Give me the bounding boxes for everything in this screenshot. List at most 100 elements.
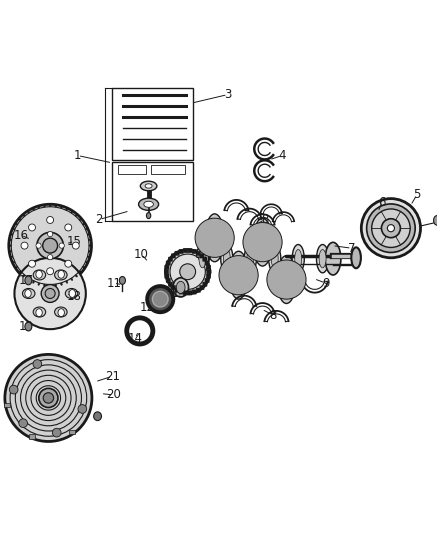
Circle shape	[147, 286, 173, 312]
Ellipse shape	[49, 204, 51, 207]
Circle shape	[47, 231, 53, 237]
Circle shape	[33, 360, 42, 368]
Ellipse shape	[28, 211, 29, 213]
Circle shape	[28, 224, 35, 231]
Circle shape	[42, 238, 57, 253]
Text: 3: 3	[224, 88, 231, 101]
FancyBboxPatch shape	[166, 278, 170, 282]
Circle shape	[45, 288, 55, 298]
FancyBboxPatch shape	[183, 290, 187, 295]
Ellipse shape	[58, 309, 64, 317]
Text: 8: 8	[261, 213, 268, 226]
Ellipse shape	[11, 256, 13, 258]
Ellipse shape	[244, 245, 256, 273]
Ellipse shape	[325, 243, 341, 275]
Circle shape	[170, 254, 205, 289]
FancyBboxPatch shape	[69, 430, 75, 434]
Ellipse shape	[75, 275, 78, 277]
Circle shape	[361, 199, 420, 258]
Ellipse shape	[33, 307, 46, 317]
FancyBboxPatch shape	[171, 254, 176, 258]
Ellipse shape	[38, 283, 40, 285]
Text: 9: 9	[322, 277, 329, 289]
Ellipse shape	[79, 219, 81, 221]
Ellipse shape	[144, 201, 153, 207]
FancyBboxPatch shape	[117, 165, 146, 174]
Circle shape	[387, 224, 395, 232]
Ellipse shape	[196, 245, 208, 273]
Circle shape	[9, 385, 18, 394]
FancyBboxPatch shape	[196, 251, 201, 255]
FancyBboxPatch shape	[205, 278, 209, 282]
FancyBboxPatch shape	[175, 251, 179, 255]
Circle shape	[47, 216, 53, 223]
Ellipse shape	[15, 223, 18, 225]
Text: 21: 21	[105, 370, 120, 383]
Ellipse shape	[69, 289, 75, 297]
Ellipse shape	[434, 215, 438, 225]
FancyBboxPatch shape	[203, 257, 207, 261]
Ellipse shape	[32, 208, 35, 211]
FancyBboxPatch shape	[164, 270, 169, 274]
Circle shape	[78, 405, 87, 413]
Ellipse shape	[267, 260, 306, 299]
Ellipse shape	[9, 251, 12, 252]
Ellipse shape	[55, 205, 57, 207]
Ellipse shape	[351, 247, 361, 268]
Ellipse shape	[9, 239, 12, 241]
FancyBboxPatch shape	[188, 248, 192, 253]
Ellipse shape	[195, 218, 234, 257]
Ellipse shape	[65, 288, 78, 298]
Ellipse shape	[89, 245, 92, 246]
Ellipse shape	[173, 278, 188, 297]
Circle shape	[43, 393, 53, 403]
Ellipse shape	[292, 245, 304, 273]
Text: 13: 13	[172, 287, 187, 300]
Ellipse shape	[85, 261, 88, 263]
FancyBboxPatch shape	[168, 257, 173, 261]
FancyBboxPatch shape	[183, 248, 187, 253]
Ellipse shape	[71, 211, 73, 213]
Ellipse shape	[87, 256, 90, 258]
Circle shape	[41, 285, 59, 302]
Ellipse shape	[71, 278, 73, 280]
Ellipse shape	[66, 208, 68, 211]
Text: 7: 7	[348, 242, 356, 255]
Text: 16: 16	[14, 229, 28, 241]
Text: 15: 15	[67, 235, 82, 248]
FancyBboxPatch shape	[205, 261, 209, 265]
Circle shape	[53, 429, 61, 437]
Ellipse shape	[83, 223, 85, 225]
Ellipse shape	[19, 219, 21, 221]
Text: 18: 18	[67, 289, 82, 303]
FancyBboxPatch shape	[113, 88, 193, 160]
Ellipse shape	[271, 249, 278, 268]
Ellipse shape	[83, 266, 85, 268]
Ellipse shape	[319, 249, 326, 268]
Circle shape	[381, 219, 400, 238]
Circle shape	[65, 224, 72, 231]
Ellipse shape	[199, 249, 206, 268]
Circle shape	[19, 419, 28, 427]
Ellipse shape	[55, 307, 67, 317]
Ellipse shape	[88, 251, 91, 252]
Circle shape	[180, 264, 196, 280]
Ellipse shape	[87, 233, 90, 235]
Ellipse shape	[9, 245, 11, 246]
Ellipse shape	[55, 270, 67, 280]
FancyBboxPatch shape	[207, 270, 211, 274]
FancyBboxPatch shape	[171, 285, 176, 290]
FancyBboxPatch shape	[206, 265, 211, 270]
Ellipse shape	[49, 285, 51, 287]
Text: 20: 20	[106, 389, 121, 401]
Text: 14: 14	[128, 332, 143, 345]
Ellipse shape	[119, 277, 125, 284]
Ellipse shape	[94, 412, 102, 421]
Ellipse shape	[43, 284, 45, 287]
Ellipse shape	[277, 256, 296, 303]
Ellipse shape	[66, 281, 68, 284]
Ellipse shape	[221, 245, 233, 273]
Ellipse shape	[12, 261, 15, 263]
Ellipse shape	[138, 198, 159, 211]
Circle shape	[65, 260, 72, 267]
